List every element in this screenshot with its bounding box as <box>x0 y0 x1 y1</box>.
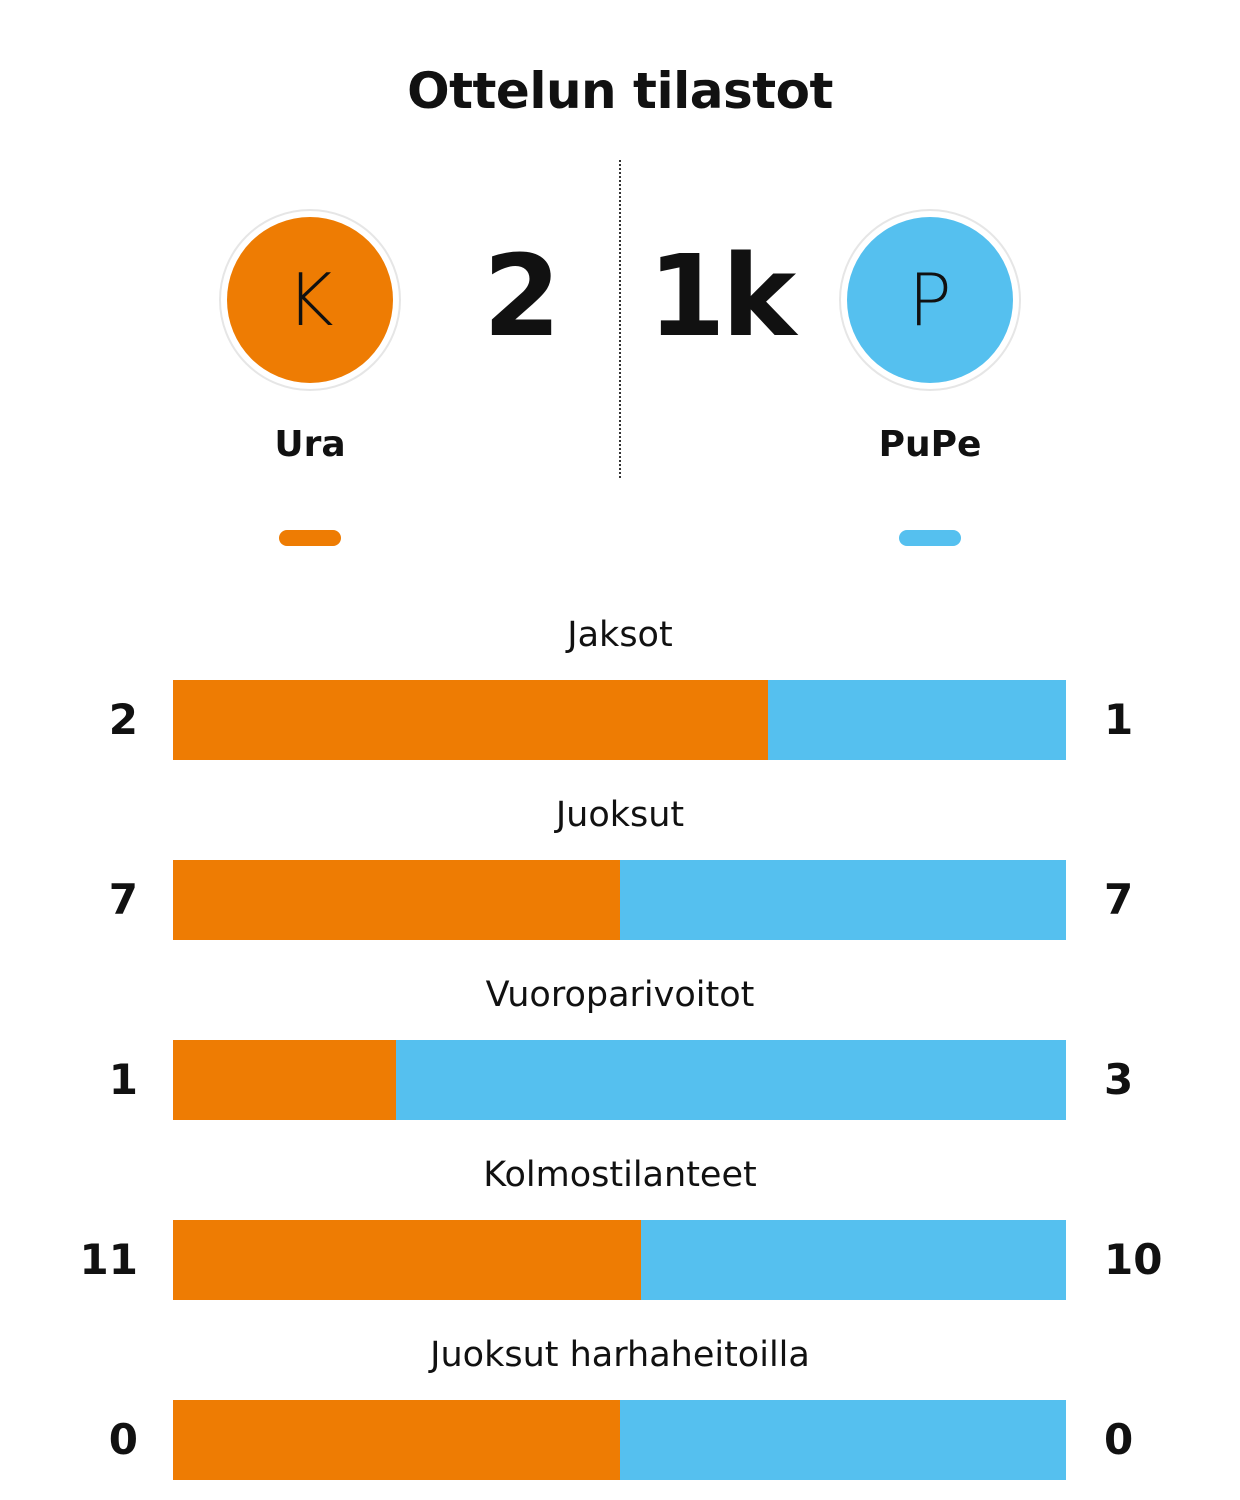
stat-label: Juoksut harhaheitoilla <box>430 1335 810 1375</box>
stat-bar <box>173 680 1066 760</box>
stat-bar-home-segment <box>173 1400 620 1480</box>
stat-home-value: 2 <box>108 695 138 744</box>
stat-away-value: 7 <box>1104 875 1134 924</box>
stat-away-value: 0 <box>1104 1415 1134 1464</box>
stat-bar-away-segment <box>641 1220 1066 1300</box>
stat-bar-home-segment <box>173 860 620 940</box>
stat-bar-away-segment <box>396 1040 1066 1120</box>
score-divider <box>619 160 621 478</box>
home-team-name: Ura <box>274 424 346 465</box>
stat-home-value: 11 <box>79 1235 138 1284</box>
stat-away-value: 10 <box>1104 1235 1163 1284</box>
stat-bar-away-segment <box>620 860 1066 940</box>
home-score: 2 <box>483 232 561 362</box>
stat-home-value: 7 <box>108 875 138 924</box>
away-logo-letter: P <box>847 217 1013 383</box>
stat-label: Vuoroparivoitot <box>485 975 755 1015</box>
stat-bar <box>173 1220 1066 1300</box>
page-title: Ottelun tilastot <box>407 62 833 120</box>
stat-label: Jaksot <box>567 615 673 655</box>
stat-bar <box>173 1400 1066 1480</box>
stat-home-value: 0 <box>108 1415 138 1464</box>
home-logo-letter: K <box>227 217 393 383</box>
away-color-legend <box>899 530 961 546</box>
away-team-logo: P <box>839 209 1021 391</box>
home-color-legend <box>279 530 341 546</box>
stat-bar <box>173 860 1066 940</box>
away-team-name: PuPe <box>878 424 982 465</box>
stat-bar-away-segment <box>620 1400 1066 1480</box>
stat-bar-home-segment <box>173 1220 641 1300</box>
away-score: 1k <box>647 232 796 362</box>
stat-bar-home-segment <box>173 1040 396 1120</box>
stat-away-value: 1 <box>1104 695 1134 744</box>
stat-away-value: 3 <box>1104 1055 1134 1104</box>
home-team-logo: K <box>219 209 401 391</box>
stat-bar-away-segment <box>768 680 1066 760</box>
stat-bar-home-segment <box>173 680 768 760</box>
stat-bar <box>173 1040 1066 1120</box>
stat-home-value: 1 <box>108 1055 138 1104</box>
stat-label: Kolmostilanteet <box>483 1155 757 1195</box>
stat-label: Juoksut <box>555 795 685 835</box>
